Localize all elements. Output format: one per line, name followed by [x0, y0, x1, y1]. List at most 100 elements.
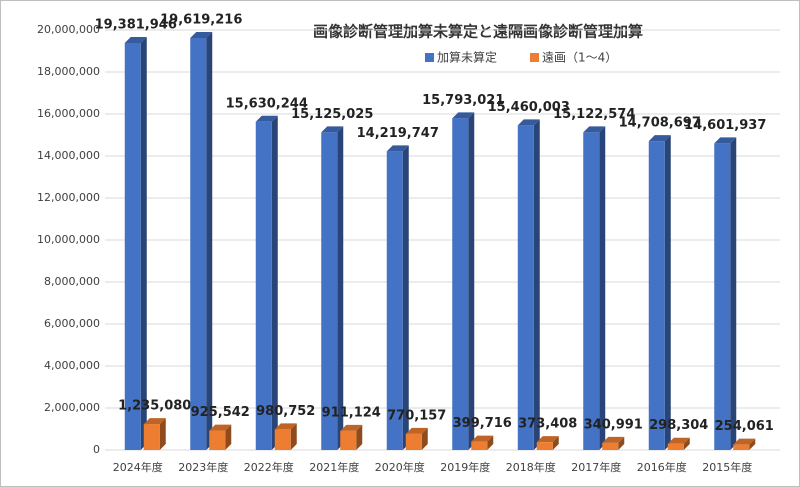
y-tick-label: 0	[93, 443, 100, 456]
y-tick-label: 12,000,000	[37, 191, 100, 204]
y-tick-label: 8,000,000	[44, 275, 100, 288]
value-label: 15,460,003	[488, 100, 570, 115]
y-tick-label: 16,000,000	[37, 107, 100, 120]
bar	[583, 132, 600, 450]
bar-side	[271, 115, 278, 450]
bar	[340, 430, 357, 450]
bar	[405, 433, 422, 450]
bar-top	[714, 137, 737, 144]
bar-top	[340, 424, 363, 431]
bar-side	[730, 137, 737, 451]
x-tick-label: 2023年度	[178, 460, 228, 474]
x-tick-label: 2022年度	[244, 460, 294, 474]
value-label: 14,219,747	[357, 126, 439, 141]
bar-side	[683, 437, 690, 450]
value-label: 254,061	[715, 419, 774, 434]
value-label: 373,408	[518, 417, 577, 432]
bar-top	[517, 119, 540, 126]
value-label: 14,708,697	[619, 116, 701, 131]
bar	[209, 430, 226, 450]
bar	[386, 151, 403, 450]
chart-title: 画像診断管理加算未算定と遠隔画像診断管理加算	[313, 23, 643, 41]
legend-label: 遠画（1～4）	[542, 51, 617, 65]
y-tick-label: 20,000,000	[37, 23, 100, 36]
bar-side	[290, 423, 297, 450]
legend-swatch	[530, 53, 539, 62]
value-label: 399,716	[453, 416, 512, 431]
bar-top	[602, 436, 625, 443]
bar-side	[402, 145, 409, 450]
bar-top	[321, 126, 344, 133]
value-label: 19,619,216	[160, 12, 242, 27]
x-tick-label: 2019年度	[440, 460, 490, 474]
legend-label: 加算未算定	[437, 50, 497, 65]
value-label: 15,793,021	[422, 93, 504, 108]
y-tick-label: 14,000,000	[37, 149, 100, 162]
bar-side	[206, 31, 213, 451]
bar	[733, 444, 750, 450]
bar	[517, 125, 534, 450]
bar	[124, 42, 141, 451]
bar	[602, 442, 619, 450]
bar-top	[143, 418, 166, 425]
x-tick-label: 2016年度	[637, 460, 687, 474]
bar	[452, 118, 469, 450]
bar-side	[664, 135, 671, 450]
bar-top	[274, 423, 297, 430]
bar-side	[421, 427, 428, 450]
y-tick-label: 10,000,000	[37, 233, 100, 246]
y-tick-label: 6,000,000	[44, 317, 100, 330]
bar-side	[337, 126, 344, 450]
value-label: 19,381,946	[95, 17, 177, 32]
x-tick-label: 2021年度	[309, 460, 359, 474]
bar-side	[599, 126, 606, 450]
x-tick-label: 2020年度	[375, 460, 425, 474]
bar-top	[667, 437, 690, 444]
bar	[255, 121, 272, 450]
x-tick-label: 2017年度	[571, 460, 621, 474]
bar-side	[487, 435, 494, 450]
bar-side	[618, 436, 625, 450]
y-tick-label: 2,000,000	[44, 401, 100, 414]
bar-top	[209, 424, 232, 431]
value-label: 770,157	[387, 408, 446, 423]
bar-side	[552, 436, 559, 450]
x-tick-label: 2015年度	[702, 460, 752, 474]
bar	[667, 443, 684, 450]
bar-side	[140, 36, 147, 451]
bar-top	[583, 126, 606, 133]
value-label: 925,542	[191, 405, 250, 420]
value-label: 298,304	[649, 418, 708, 433]
bar-top	[386, 145, 409, 152]
bar-side	[749, 438, 756, 450]
bar-top	[190, 31, 213, 38]
bar	[274, 429, 291, 450]
x-tick-label: 2018年度	[506, 460, 556, 474]
bar-top	[648, 135, 671, 142]
y-tick-label: 4,000,000	[44, 359, 100, 372]
bar-side	[159, 418, 166, 450]
bar-top	[452, 112, 475, 119]
value-label: 340,991	[584, 417, 643, 432]
bar	[190, 37, 207, 451]
bar	[471, 441, 488, 450]
value-label: 911,124	[322, 405, 381, 420]
bar-top	[536, 436, 559, 443]
bar-top	[405, 427, 428, 434]
bar-side	[468, 112, 475, 450]
x-tick-label: 2024年度	[113, 460, 163, 474]
bar-side	[356, 424, 363, 450]
bar-top	[124, 36, 147, 43]
bar	[536, 442, 553, 450]
bar	[143, 424, 160, 450]
bar-top	[733, 438, 756, 445]
bar	[648, 141, 665, 450]
bar	[321, 132, 338, 450]
value-label: 15,630,244	[226, 96, 308, 111]
value-label: 15,125,025	[291, 107, 373, 122]
value-label: 980,752	[256, 404, 315, 419]
bar	[714, 143, 731, 451]
legend-swatch	[425, 53, 434, 62]
